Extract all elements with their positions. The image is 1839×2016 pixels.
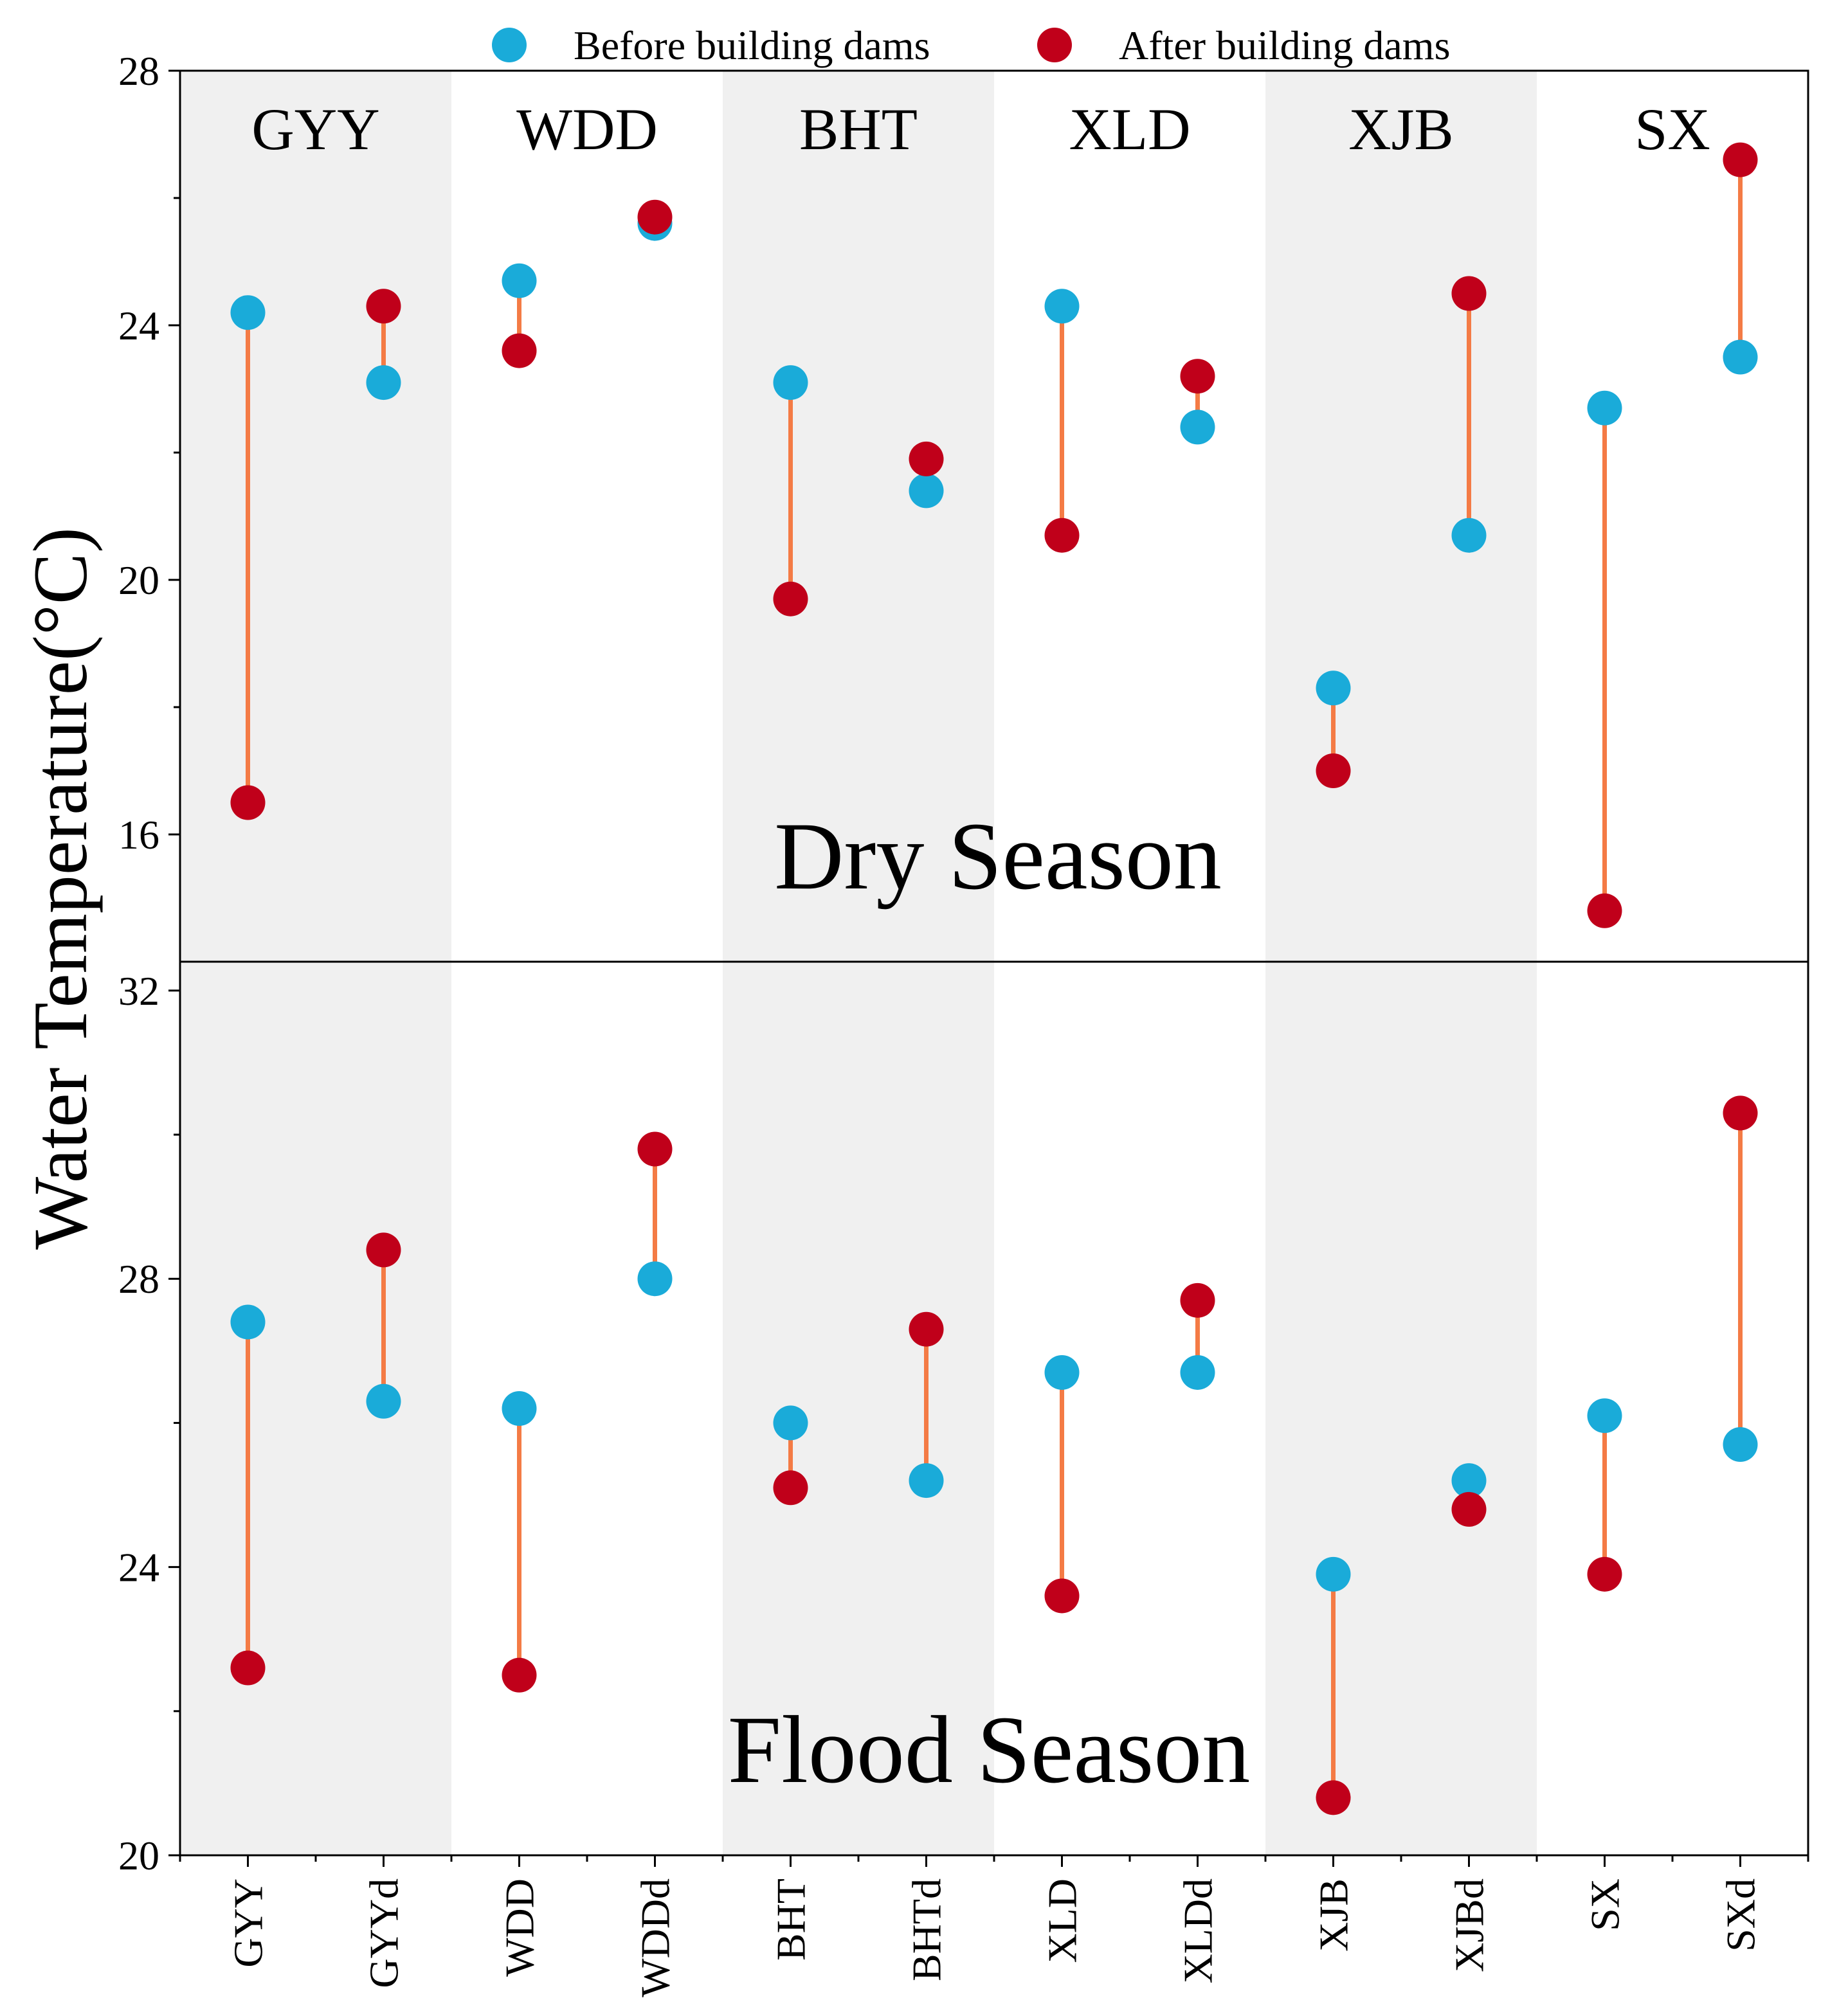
point-after	[230, 1650, 266, 1686]
point-after	[502, 333, 537, 368]
point-before	[773, 1405, 808, 1441]
x-category-label: XJB	[1311, 1878, 1357, 1952]
point-after	[773, 581, 808, 616]
y-tick-label: 24	[118, 1545, 159, 1590]
season-title: Flood Season	[728, 1697, 1251, 1803]
point-before	[1451, 518, 1487, 553]
legend-label-before: Before building dams	[574, 22, 930, 68]
point-after	[1723, 142, 1758, 177]
point-before	[1587, 390, 1622, 426]
y-tick-label: 20	[118, 557, 159, 603]
point-before	[1180, 1354, 1215, 1390]
point-after	[1723, 1095, 1758, 1131]
point-after	[1044, 518, 1080, 553]
point-before	[909, 1463, 944, 1498]
point-after	[1180, 1282, 1215, 1318]
y-tick-label: 20	[118, 1833, 159, 1878]
point-after	[366, 289, 401, 324]
x-category-label: WDD	[497, 1878, 543, 1977]
group-label: SX	[1635, 96, 1710, 162]
group-label: XJB	[1348, 96, 1454, 162]
group-label: XLD	[1069, 96, 1190, 162]
data-points	[230, 142, 1758, 1815]
point-after	[909, 1311, 944, 1347]
point-before	[230, 1304, 266, 1340]
point-after	[1451, 1491, 1487, 1527]
group-band	[180, 71, 451, 1855]
y-axis-title: Water Temperature(°C)	[17, 527, 103, 1250]
point-before	[1723, 1427, 1758, 1462]
point-before	[1316, 1556, 1351, 1592]
point-after	[1316, 1780, 1351, 1815]
axis-ticks	[168, 69, 1809, 1867]
legend: Before building dams After building dams	[492, 22, 1450, 68]
point-after	[1587, 1556, 1622, 1592]
group-label: WDD	[516, 96, 658, 162]
x-category-label: WDDd	[633, 1878, 678, 1997]
x-category-label: XLDd	[1175, 1878, 1221, 1984]
point-after	[366, 1232, 401, 1268]
point-after	[637, 199, 673, 235]
point-before	[502, 263, 537, 298]
point-before	[230, 295, 266, 330]
point-after	[909, 441, 944, 476]
point-after	[230, 785, 266, 820]
point-before	[1316, 670, 1351, 706]
point-before	[366, 365, 401, 401]
y-tick-label: 24	[118, 303, 159, 348]
group-bands	[180, 71, 1537, 1855]
x-category-label: SX	[1582, 1878, 1628, 1931]
chart-labels: 16 20 24 28 Dry Season 20 24 28 32 Flood Season GY…	[17, 48, 1764, 1997]
point-before	[637, 1261, 673, 1297]
legend-marker-after	[1037, 28, 1072, 62]
point-after	[1451, 276, 1487, 311]
y-tick-label: 16	[118, 812, 159, 858]
x-category-label: SXd	[1718, 1878, 1764, 1952]
season-title: Dry Season	[774, 803, 1222, 910]
legend-marker-before	[492, 28, 527, 62]
x-category-label: XLD	[1040, 1878, 1085, 1963]
point-before	[773, 365, 808, 401]
y-tick-label: 28	[118, 1256, 159, 1302]
point-after	[1587, 893, 1622, 928]
point-after	[773, 1470, 808, 1506]
group-label: BHT	[799, 96, 918, 162]
x-category-label: XJBd	[1447, 1878, 1492, 1972]
point-before	[366, 1383, 401, 1419]
point-before	[1044, 289, 1080, 324]
y-tick-label: 28	[118, 48, 159, 94]
group-band	[723, 71, 994, 1855]
point-before	[1180, 410, 1215, 445]
point-before	[1723, 339, 1758, 375]
point-after	[1180, 359, 1215, 394]
y-tick-label: 32	[118, 968, 159, 1014]
x-category-label: BHTd	[904, 1878, 950, 1981]
point-after	[1316, 753, 1351, 788]
group-band	[1265, 71, 1537, 1855]
point-after	[1044, 1578, 1080, 1614]
group-label: GYY	[251, 96, 379, 162]
x-category-label: GYYd	[361, 1878, 407, 1988]
point-before	[1587, 1398, 1622, 1434]
point-before	[502, 1391, 537, 1426]
legend-label-after: After building dams	[1119, 22, 1450, 68]
point-before	[909, 473, 944, 509]
point-after	[637, 1131, 673, 1167]
point-after	[502, 1657, 537, 1693]
point-before	[1044, 1354, 1080, 1390]
x-category-label: BHT	[768, 1878, 814, 1961]
x-category-label: GYY	[226, 1878, 271, 1968]
point-before	[1451, 1463, 1487, 1498]
